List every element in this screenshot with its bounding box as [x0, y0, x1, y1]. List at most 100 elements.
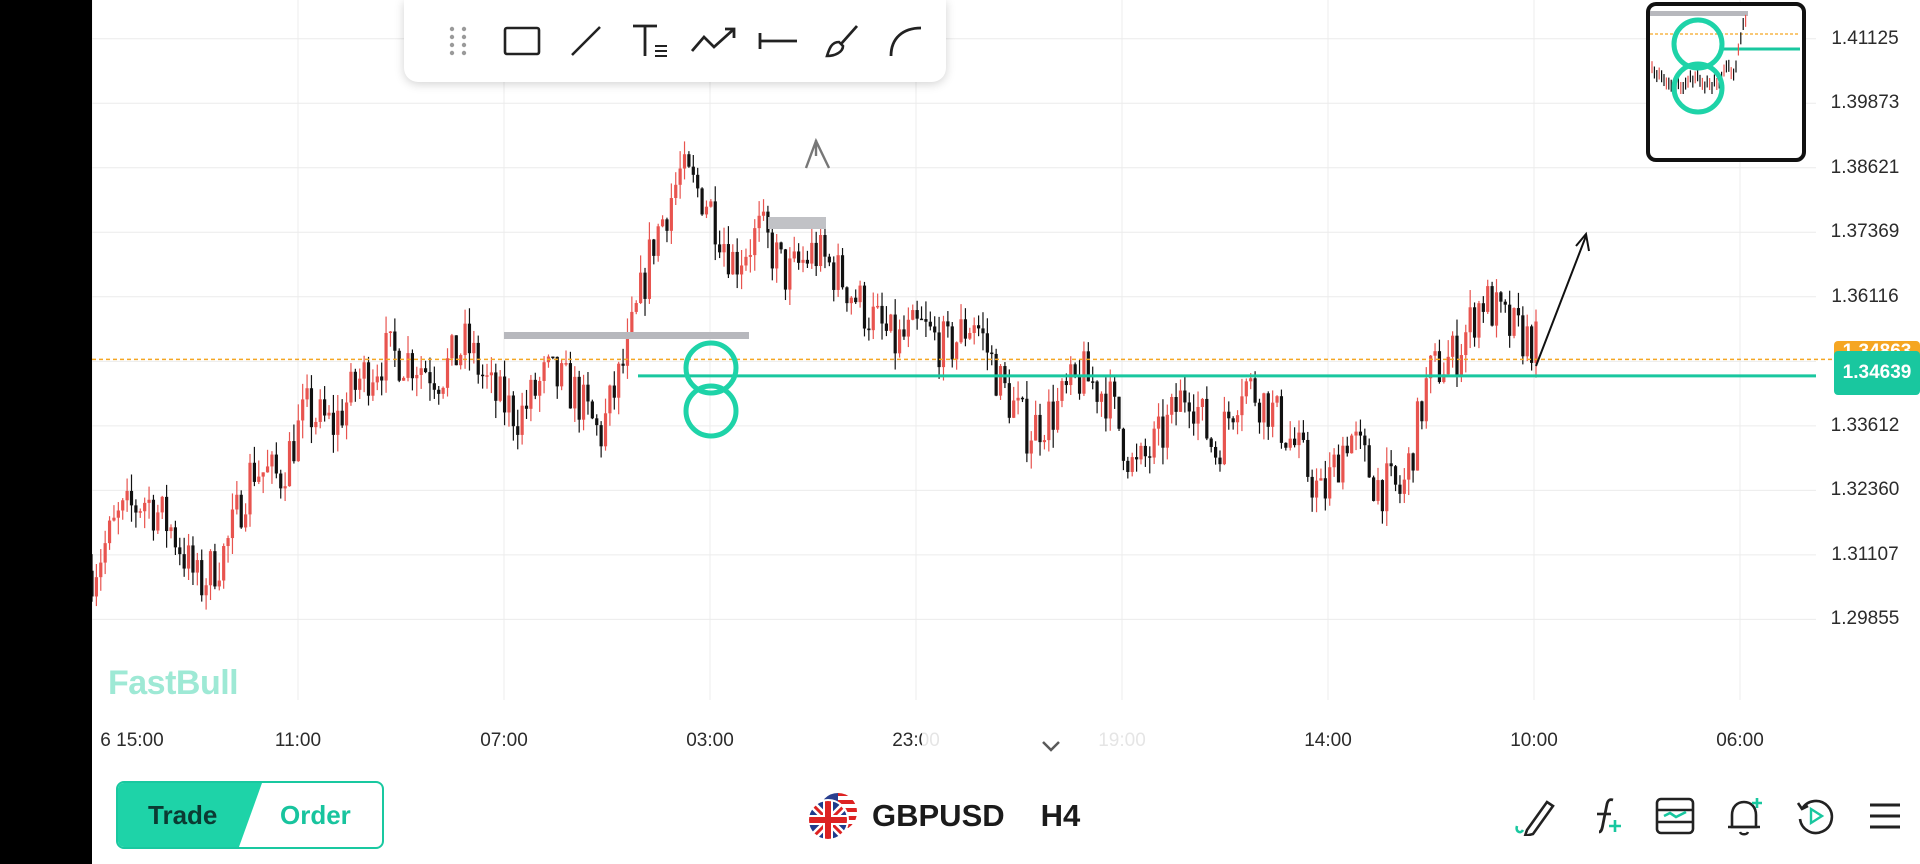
order-tab[interactable]: Order	[280, 799, 351, 830]
candle	[454, 335, 458, 366]
candle	[279, 473, 283, 489]
collapse-panel-button[interactable]	[922, 728, 1180, 764]
candle	[1064, 381, 1068, 386]
candle	[1402, 479, 1406, 494]
candle	[1350, 435, 1354, 454]
candle	[217, 580, 221, 587]
template-icon[interactable]	[1640, 790, 1710, 842]
candle	[1156, 416, 1161, 429]
candle	[1323, 478, 1327, 499]
current-price-tag: 1.34639	[1834, 351, 1920, 395]
candle	[928, 321, 932, 327]
timeframe-label[interactable]: H4	[1040, 798, 1081, 833]
candle	[976, 325, 981, 329]
candle	[1143, 445, 1147, 457]
candle	[1073, 364, 1077, 376]
candle	[1345, 445, 1349, 454]
candle	[560, 363, 564, 387]
candle	[862, 285, 867, 329]
candle	[1389, 463, 1393, 467]
candle	[366, 362, 371, 396]
horizontal-ray-tool-icon[interactable]	[746, 11, 810, 71]
candle	[178, 547, 182, 555]
candle	[92, 570, 94, 597]
candle	[1139, 445, 1143, 460]
candle	[1034, 414, 1038, 441]
symbol-selector[interactable]: GBPUSD H4	[808, 788, 1080, 844]
candle	[823, 235, 827, 257]
candle	[1407, 453, 1411, 480]
candle	[270, 454, 274, 467]
candle	[358, 378, 362, 390]
candle	[309, 388, 314, 428]
candle	[1380, 480, 1384, 512]
candle	[213, 551, 217, 587]
price-axis-label: 1.41125	[1831, 27, 1899, 49]
polyline-tool-icon[interactable]	[682, 11, 746, 71]
candle	[595, 418, 599, 426]
candle	[709, 201, 713, 207]
candle	[915, 310, 919, 319]
candle	[1082, 351, 1086, 394]
candle	[103, 543, 107, 563]
candle	[748, 255, 752, 257]
candle	[630, 311, 634, 333]
candle	[502, 376, 507, 413]
candle	[968, 333, 972, 339]
menu-icon[interactable]	[1850, 790, 1920, 842]
candle	[766, 211, 770, 233]
time-axis-label: 06:00	[1716, 730, 1764, 751]
candle	[437, 389, 441, 394]
replay-icon[interactable]	[1780, 790, 1850, 842]
candle	[244, 514, 248, 528]
candle	[169, 527, 173, 532]
arc-tool-icon[interactable]	[874, 11, 938, 71]
candle	[818, 235, 823, 267]
candle	[577, 376, 581, 420]
brush-tool-icon[interactable]	[810, 11, 874, 71]
candle	[1086, 351, 1090, 382]
trade-tab[interactable]: Trade	[118, 783, 262, 847]
candle	[911, 310, 915, 320]
candle	[722, 244, 726, 253]
price-axis-label: 1.38621	[1830, 156, 1900, 178]
candle	[467, 323, 472, 354]
text-tool-icon[interactable]	[618, 11, 682, 71]
candle	[305, 388, 309, 400]
candle	[344, 402, 349, 426]
candle	[867, 328, 871, 331]
candle	[1459, 355, 1463, 376]
drag-handle-icon[interactable]	[426, 11, 490, 71]
price-axis-label: 1.31107	[1831, 543, 1899, 565]
candle	[814, 242, 818, 267]
candle	[445, 358, 450, 388]
price-axis-label: 1.33612	[1830, 414, 1900, 436]
candle	[1477, 303, 1481, 338]
watermark-logo: FastBull	[108, 664, 239, 702]
candle	[265, 466, 270, 473]
candle	[191, 545, 195, 573]
candle	[880, 305, 884, 324]
indicator-icon[interactable]	[1570, 790, 1640, 842]
candle	[1490, 286, 1494, 326]
candle	[1468, 307, 1472, 333]
candle	[854, 297, 858, 303]
candle	[1486, 286, 1490, 312]
candle	[388, 331, 393, 333]
price-axis-label: 1.32360	[1830, 479, 1900, 501]
candle	[581, 384, 586, 420]
trading-app: 1.41125 1.39873 1.38621 1.37369 1.36116 1.336…	[92, 0, 1920, 864]
candle	[1446, 356, 1450, 375]
candle	[1363, 435, 1367, 446]
line-tool-icon[interactable]	[554, 11, 618, 71]
rectangle-tool-icon[interactable]	[490, 11, 554, 71]
candle	[1521, 315, 1525, 357]
candle	[415, 374, 419, 379]
candle	[757, 215, 761, 229]
draw-icon[interactable]	[1500, 790, 1570, 842]
candle	[845, 287, 849, 304]
chart-canvas[interactable]	[92, 0, 1920, 768]
candle	[599, 425, 603, 447]
candle	[1328, 467, 1332, 499]
alert-icon[interactable]	[1710, 790, 1780, 842]
